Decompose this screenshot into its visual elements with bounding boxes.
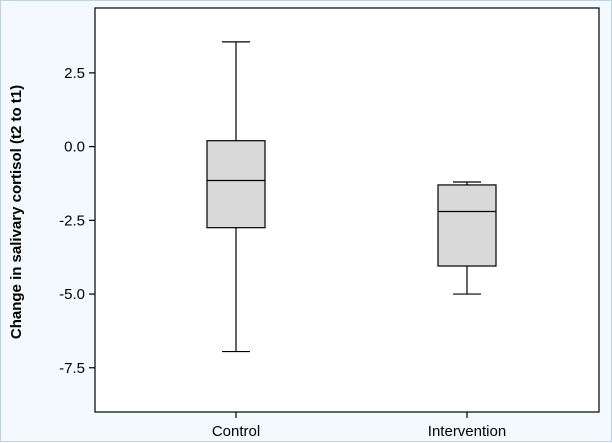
box-intervention [437,181,497,295]
iqr-box [206,140,266,229]
y-tick-label: 0.0 [64,139,85,156]
y-axis-title: Change in salivary cortisol (t2 to t1) [8,85,25,339]
y-tick-label: -7.5 [59,360,85,377]
x-tick-label-control: Control [212,423,260,440]
boxes [206,41,497,353]
x-axis: Control Intervention [212,412,506,440]
y-tick-label: -5.0 [59,286,85,303]
y-tick-label: 2.5 [64,65,85,82]
iqr-box [437,184,497,267]
y-axis: 2.5 0.0 -2.5 -5.0 -7.5 [59,65,95,377]
box-control [206,41,266,353]
y-tick-label: -2.5 [59,212,85,229]
x-tick-label-intervention: Intervention [428,423,506,440]
plot-area [94,7,600,413]
